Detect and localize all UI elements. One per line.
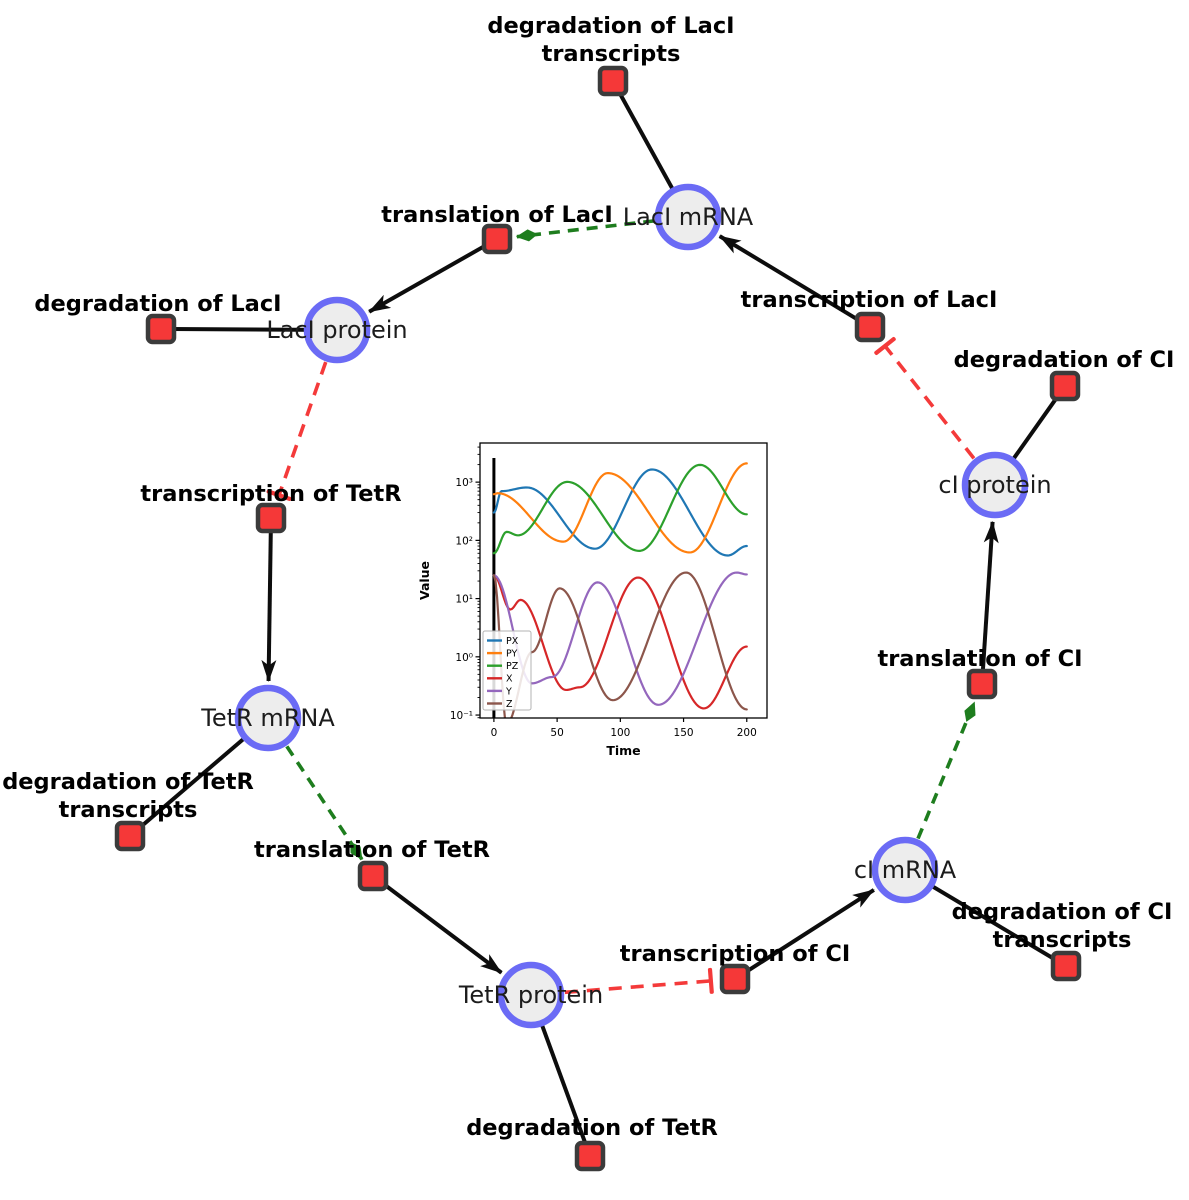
reaction-node-deg_tetr: [574, 1140, 606, 1172]
edge-production-transc_laci-laci_mrna: [718, 234, 863, 324]
legend-label-PZ: PZ: [506, 661, 519, 672]
species-node-tetr_protein: [497, 961, 565, 1029]
reaction-label-deg_tetr_tx-line2: transcripts: [59, 797, 198, 823]
edges-layer: [136, 88, 1061, 1148]
edge-inhibition-ci_protein-transc_laci: [874, 336, 976, 460]
reaction-label-deg_ci_tx-line2: transcripts: [993, 927, 1132, 953]
series-line-PZ: [492, 463, 748, 555]
edge-consumption-laci_mrna-deg_laci_tx: [616, 88, 681, 201]
legend-label-Z: Z: [506, 699, 513, 710]
edge-consumption-tetr_protein-deg_tetr: [536, 1013, 589, 1148]
y-tick-label: 10²: [455, 535, 473, 547]
legend-label-X: X: [506, 674, 513, 685]
reaction-node-deg_tetr_tx: [114, 820, 146, 852]
reaction-node-deg_laci: [145, 313, 177, 345]
edge-inhibition-laci_protein-transc_tetr: [266, 361, 328, 501]
series-line-PX: [492, 468, 748, 557]
reaction-node-transc_tetr: [255, 502, 287, 534]
reaction-label-transc_tetr-line1: transcription of TetR: [140, 481, 401, 507]
reaction-node-deg_laci_tx: [597, 65, 629, 97]
species-node-ci_mrna: [871, 836, 939, 904]
reaction-label-transl_ci-line1: translation of CI: [877, 646, 1082, 672]
axes-frame: [479, 442, 768, 719]
reaction-label-transc_ci-line1: transcription of CI: [620, 941, 850, 967]
reaction-label-deg_tetr-line1: degradation of TetR: [466, 1115, 718, 1141]
reaction-node-transc_laci: [854, 311, 886, 343]
reaction-label-deg_ci-line1: degradation of CI: [954, 347, 1175, 373]
species-node-laci_mrna: [654, 183, 722, 251]
reaction-label-deg_ci_tx-line1: degradation of CI: [952, 899, 1173, 925]
plot-area: [492, 457, 748, 718]
species-label-ci_mrna: cI mRNA: [854, 856, 957, 884]
edge-modifier-ci_mrna-transl_ci: [916, 701, 977, 840]
x-tick-label: 150: [674, 727, 694, 739]
species-label-tetr_protein: TetR protein: [458, 981, 603, 1009]
x-tick-label: 0: [491, 727, 498, 739]
edge-production-transl_tetr-tetr_protein: [379, 880, 503, 975]
edge-consumption-ci_mrna-deg_ci_tx: [921, 878, 1059, 963]
edge-modifier-laci_mrna-transl_laci: [515, 219, 655, 242]
labels-layer: degradation of LacItranscriptstranslatio…: [2, 13, 1174, 1141]
edge-consumption-tetr_mrna-deg_tetr_tx: [136, 729, 255, 832]
legend-label-PX: PX: [506, 636, 519, 647]
series-line-PY: [492, 462, 748, 554]
edge-production-transl_laci-laci_protein: [368, 242, 490, 314]
reaction-label-transl_laci-line1: translation of LacI: [381, 202, 612, 228]
species-label-laci_mrna: LacI mRNA: [623, 203, 754, 231]
reaction-label-transl_tetr-line1: translation of TetR: [254, 837, 490, 863]
x-tick-label: 50: [550, 727, 563, 739]
reaction-label-deg_tetr_tx-line1: degradation of TetR: [2, 769, 254, 795]
series-line-Z: [492, 571, 748, 718]
edge-production-transc_tetr-tetr_mrna: [261, 527, 277, 683]
species-node-tetr_mrna: [234, 684, 302, 752]
legend-label-Y: Y: [505, 686, 512, 697]
y-tick-label: 10⁻¹: [450, 710, 473, 722]
y-axis-label: Value: [417, 561, 432, 600]
x-axis-label: Time: [606, 743, 640, 758]
series-line-Y: [492, 571, 748, 706]
edge-inhibition-tetr_protein-transc_ci: [564, 967, 714, 995]
timecourse-inset-plot: 0 50 100 150 200 10⁻¹ 10⁰ 10¹ 10² 10³ Time Value PX P…: [413, 430, 793, 776]
reaction-label-transc_laci-line1: transcription of LacI: [741, 287, 998, 313]
reaction-node-deg_ci_tx: [1050, 950, 1082, 982]
reaction-node-transc_ci: [719, 963, 751, 995]
edge-consumption-laci_protein-deg_laci: [170, 327, 318, 332]
y-tick-label: 10³: [455, 477, 473, 489]
y-tick-label: 10¹: [455, 594, 473, 606]
y-tick-label: 10⁰: [455, 652, 473, 664]
edge-production-transc_ci-ci_mrna: [742, 888, 875, 976]
reaction-node-transl_ci: [966, 668, 998, 700]
species-label-tetr_mrna: TetR mRNA: [200, 704, 335, 732]
x-tick-label: 200: [737, 727, 757, 739]
species-label-ci_protein: cI protein: [938, 471, 1051, 499]
legend-label-PY: PY: [506, 649, 518, 660]
edge-modifier-tetr_mrna-transl_tetr: [285, 745, 364, 861]
reaction-label-deg_laci_tx-line2: transcripts: [542, 41, 681, 67]
x-tick-label: 100: [610, 727, 630, 739]
series-line-X: [492, 574, 748, 710]
reaction-node-transl_laci: [481, 223, 513, 255]
edge-production-transl_ci-ci_protein: [980, 520, 999, 675]
reaction-node-transl_tetr: [357, 860, 389, 892]
edge-consumption-ci_protein-deg_ci: [1004, 393, 1061, 470]
species-node-laci_protein: [303, 296, 371, 364]
species-label-laci_protein: LacI protein: [266, 316, 407, 344]
reaction-node-deg_ci: [1049, 370, 1081, 402]
species-node-ci_protein: [961, 451, 1029, 519]
reaction-label-deg_laci-line1: degradation of LacI: [34, 291, 281, 317]
reaction-label-deg_laci_tx-line1: degradation of LacI: [487, 13, 734, 39]
nodes-layer: [114, 65, 1082, 1172]
